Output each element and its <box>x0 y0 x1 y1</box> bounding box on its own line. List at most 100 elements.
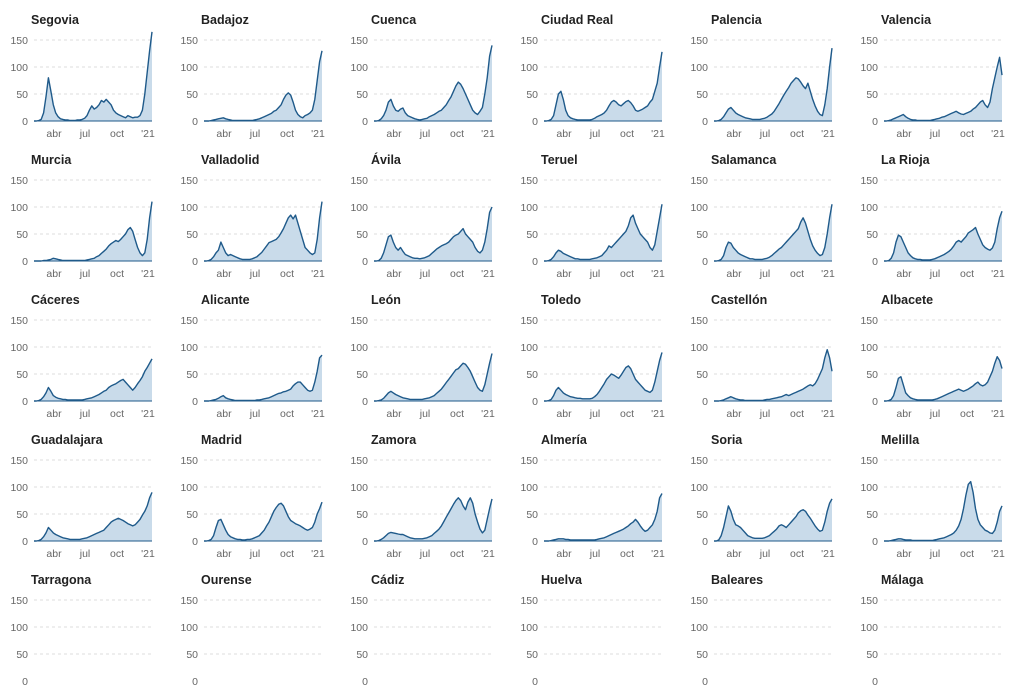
y-tick-label: 0 <box>532 256 538 268</box>
y-tick-label: 150 <box>520 175 538 187</box>
y-tick-label: 100 <box>690 622 708 634</box>
panel-chart-teruel: 0 50 100 150 abr jul oct '21 <box>520 175 665 280</box>
series-line <box>544 51 663 122</box>
x-tick-label: abr <box>216 268 232 280</box>
panel-chart-caceres: 0 50 100 150 abr jul oct '21 <box>10 315 155 420</box>
x-tick-label: abr <box>556 268 572 280</box>
y-tick-label: 0 <box>872 676 878 688</box>
y-tick-label: 50 <box>526 649 538 661</box>
panel-title-melilla: Melilla <box>881 433 920 447</box>
x-tick-label: oct <box>620 548 634 560</box>
y-tick-label: 150 <box>860 175 878 187</box>
x-tick-label: oct <box>960 268 974 280</box>
series-line <box>714 498 833 542</box>
x-tick-label: '21 <box>311 548 325 560</box>
panel-title-zamora: Zamora <box>371 433 417 447</box>
y-tick-label: 150 <box>180 175 198 187</box>
y-tick-label: 50 <box>866 89 878 101</box>
x-tick-label: oct <box>960 128 974 140</box>
series-line <box>374 353 493 402</box>
x-tick-label: oct <box>280 268 294 280</box>
x-tick-label: '21 <box>481 408 495 420</box>
x-tick-label: jul <box>79 408 91 420</box>
y-tick-label: 0 <box>362 256 368 268</box>
x-tick-label: jul <box>589 408 601 420</box>
panel-title-segovia: Segovia <box>31 13 79 27</box>
y-tick-label: 0 <box>702 536 708 548</box>
series-area <box>544 493 662 541</box>
y-tick-label: 100 <box>860 622 878 634</box>
y-tick-label: 0 <box>22 116 28 128</box>
x-tick-label: abr <box>726 128 742 140</box>
y-tick-label: 150 <box>10 595 28 607</box>
y-tick-label: 150 <box>180 595 198 607</box>
series-area <box>34 358 152 401</box>
panel-title-alicante: Alicante <box>201 293 250 307</box>
panel-title-malaga: Málaga <box>881 573 924 587</box>
y-tick-label: 0 <box>362 116 368 128</box>
panel-title-tarragona: Tarragona <box>31 573 92 587</box>
x-tick-label: oct <box>110 548 124 560</box>
x-tick-label: '21 <box>141 408 155 420</box>
x-tick-label: '21 <box>141 128 155 140</box>
x-tick-label: oct <box>450 548 464 560</box>
series-area <box>884 211 1002 261</box>
panel-chart-malaga: 0 50 100 150 <box>860 595 1002 688</box>
y-tick-label: 150 <box>180 315 198 327</box>
series-area <box>714 349 832 401</box>
panel-title-teruel: Teruel <box>541 153 578 167</box>
y-tick-label: 0 <box>532 116 538 128</box>
y-tick-label: 50 <box>16 509 28 521</box>
panel-chart-ciudad-real: 0 50 100 150 abr jul oct '21 <box>520 35 665 140</box>
y-tick-label: 50 <box>16 229 28 241</box>
y-tick-label: 50 <box>186 509 198 521</box>
y-tick-label: 0 <box>702 116 708 128</box>
x-tick-label: oct <box>960 408 974 420</box>
x-tick-label: jul <box>79 268 91 280</box>
y-tick-label: 150 <box>690 315 708 327</box>
panel-title-almeria: Almería <box>541 433 587 447</box>
x-tick-label: oct <box>110 128 124 140</box>
series-area <box>544 51 662 121</box>
x-tick-label: abr <box>216 548 232 560</box>
y-tick-label: 100 <box>350 342 368 354</box>
y-tick-label: 0 <box>22 396 28 408</box>
y-tick-label: 150 <box>350 595 368 607</box>
panel-chart-soria: 0 50 100 150 abr jul oct '21 <box>690 455 835 560</box>
y-tick-label: 50 <box>356 649 368 661</box>
x-tick-label: abr <box>216 128 232 140</box>
y-tick-label: 100 <box>350 202 368 214</box>
x-tick-label: jul <box>929 408 941 420</box>
x-tick-label: oct <box>450 128 464 140</box>
y-tick-label: 100 <box>10 622 28 634</box>
panel-chart-melilla: 0 50 100 150 abr jul oct '21 <box>860 455 1005 560</box>
x-tick-label: '21 <box>481 268 495 280</box>
panel-title-palencia: Palencia <box>711 13 762 27</box>
panel-title-ciudad-real: Ciudad Real <box>541 13 614 27</box>
y-tick-label: 0 <box>702 256 708 268</box>
panel-chart-salamanca: 0 50 100 150 abr jul oct '21 <box>690 175 835 280</box>
x-tick-label: jul <box>759 128 771 140</box>
y-tick-label: 100 <box>10 342 28 354</box>
y-tick-label: 100 <box>520 62 538 74</box>
y-tick-label: 150 <box>860 455 878 467</box>
panel-chart-ourense: 0 50 100 150 <box>180 595 322 688</box>
x-tick-label: oct <box>450 408 464 420</box>
series-area <box>544 204 662 261</box>
y-tick-label: 0 <box>702 676 708 688</box>
series-line <box>374 206 493 262</box>
x-tick-label: jul <box>759 408 771 420</box>
x-tick-label: '21 <box>991 268 1005 280</box>
x-tick-label: '21 <box>821 268 835 280</box>
y-tick-label: 0 <box>192 676 198 688</box>
y-tick-label: 100 <box>10 482 28 494</box>
panel-title-madrid: Madrid <box>201 433 242 447</box>
x-tick-label: jul <box>589 128 601 140</box>
y-tick-label: 0 <box>532 676 538 688</box>
y-tick-label: 150 <box>690 175 708 187</box>
x-tick-label: jul <box>249 548 261 560</box>
x-tick-label: jul <box>79 128 91 140</box>
y-tick-label: 150 <box>860 595 878 607</box>
small-multiples-grid: Segovia 0 50 100 150 abr jul oct '21 Badajoz 0 50 10… <box>10 13 1005 688</box>
y-tick-label: 150 <box>10 455 28 467</box>
